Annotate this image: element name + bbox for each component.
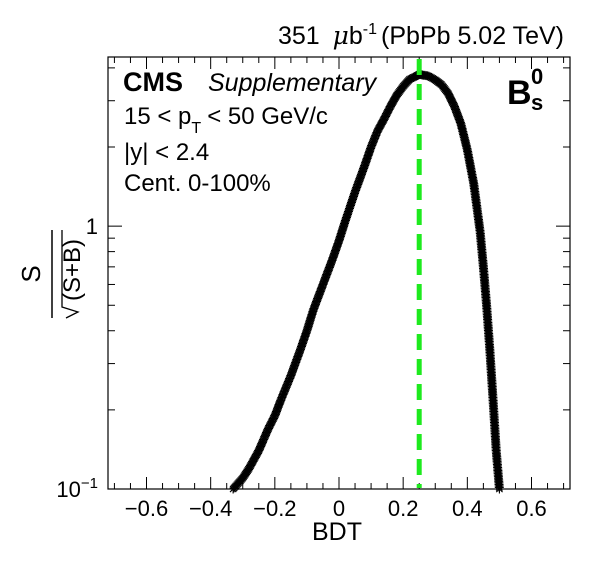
data-point <box>494 484 504 494</box>
data-point <box>285 372 295 382</box>
data-point <box>282 381 292 391</box>
y-tick-label: 1 <box>86 214 98 239</box>
rapidity-label: |y| < 2.4 <box>124 139 209 166</box>
x-tick-label: 0.6 <box>516 496 547 521</box>
lumi-header: 351 μb-1 (PbPb 5.02 TeV) <box>278 21 564 50</box>
pt-range-label: 15 < pT < 50 GeV/c <box>124 103 328 137</box>
data-point <box>260 430 270 440</box>
data-point <box>370 132 380 142</box>
cms-label: CMS <box>123 67 183 97</box>
data-point <box>262 428 272 438</box>
data-point <box>367 141 377 151</box>
data-point <box>284 375 294 385</box>
data-point <box>257 439 267 449</box>
data-point <box>255 443 265 453</box>
data-point <box>263 425 273 435</box>
y-axis-numerator: S <box>16 265 46 282</box>
data-point <box>283 376 293 386</box>
centrality-label: Cent. 0-100% <box>124 170 271 197</box>
data-point <box>285 374 295 384</box>
data-point <box>262 426 272 436</box>
data-point <box>370 133 380 143</box>
data-points <box>228 69 504 494</box>
lumi-unit-mu: μ <box>333 21 349 50</box>
x-tick-label: −0.4 <box>189 496 232 521</box>
data-point <box>277 391 287 401</box>
data-point <box>283 378 293 388</box>
data-point <box>366 142 376 152</box>
data-point <box>276 394 286 404</box>
y-axis-denominator: (S+B) <box>59 239 86 301</box>
data-point <box>279 388 289 398</box>
x-tick-label: 0 <box>333 496 345 521</box>
data-point <box>281 382 291 392</box>
data-point <box>261 429 271 439</box>
supplementary-label: Supplementary <box>208 69 378 97</box>
particle-superscript: 0 <box>531 64 543 89</box>
data-point <box>254 444 264 454</box>
axes: −0.6 −0.4 −0.2 0 0.2 0.4 0.6 10−1 1 <box>56 57 570 521</box>
particle-subscript: s <box>531 90 543 115</box>
data-point <box>280 384 290 394</box>
particle-label: B <box>507 74 532 112</box>
data-point <box>277 393 287 403</box>
data-point <box>368 138 378 148</box>
data-point <box>258 436 268 446</box>
x-tick-label: −0.2 <box>253 496 296 521</box>
data-point <box>278 390 288 400</box>
x-tick-label: 0.4 <box>452 496 483 521</box>
data-point <box>259 433 269 443</box>
data-point <box>371 130 381 140</box>
x-axis-title: BDT <box>312 518 362 546</box>
lumi-tail: (PbPb 5.02 TeV) <box>381 22 564 50</box>
data-point <box>372 128 382 138</box>
x-tick-label: 0.2 <box>388 496 419 521</box>
lumi-value: 351 <box>278 22 320 50</box>
data-point <box>279 387 289 397</box>
x-tick-label: −0.6 <box>125 496 168 521</box>
data-point <box>256 440 266 450</box>
data-point <box>260 432 270 442</box>
data-point <box>254 446 264 456</box>
data-point <box>257 437 267 447</box>
data-point <box>368 136 378 146</box>
data-point <box>259 435 269 445</box>
data-point <box>369 135 379 145</box>
lumi-unit-b: b <box>349 22 363 50</box>
data-point <box>280 385 290 395</box>
data-point <box>367 139 377 149</box>
y-tick-label: 10−1 <box>56 475 98 502</box>
y-axis-title: S (S+B) <box>16 230 86 319</box>
data-point <box>371 129 381 139</box>
lumi-exponent: -1 <box>363 21 377 38</box>
data-point <box>256 441 266 451</box>
data-point <box>282 379 292 389</box>
